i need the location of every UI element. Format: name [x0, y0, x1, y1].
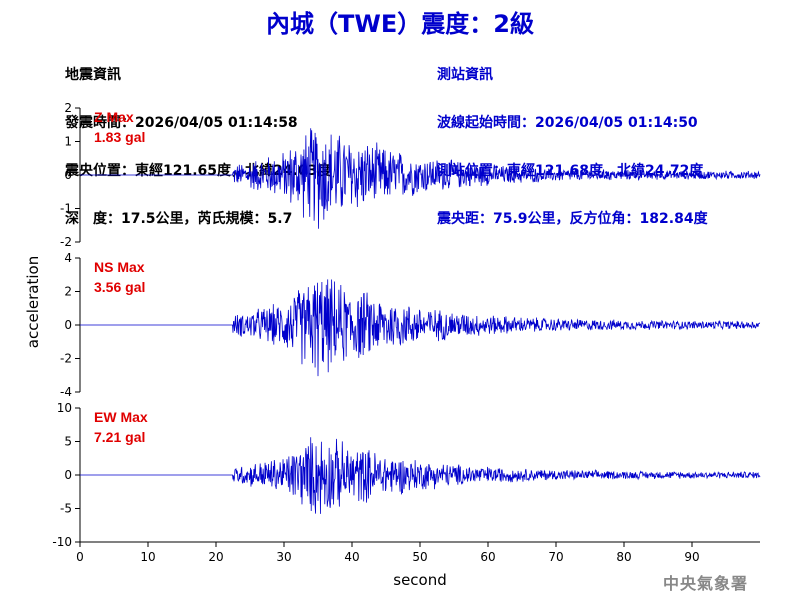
x-tick-label: 70: [548, 550, 563, 564]
onset-time: 波線起始時間：2026/04/05 01:14:50: [437, 115, 698, 131]
x-tick-label: 30: [276, 550, 291, 564]
y-tick-label: -2: [60, 352, 72, 366]
x-tick-label: 80: [616, 550, 631, 564]
station-info: 測站資訊 波線起始時間：2026/04/05 01:14:50 測站位置：東經1…: [437, 35, 708, 243]
y-axis-label: acceleration: [24, 256, 42, 348]
x-tick-label: 10: [140, 550, 155, 564]
x-tick-label: 50: [412, 550, 427, 564]
origin-time: 發震時間：2026/04/05 01:14:58: [65, 115, 298, 131]
waveform-trace: [80, 128, 761, 229]
y-tick-label: -4: [60, 385, 72, 399]
max-value: 3.56 gal: [94, 279, 145, 295]
max-label: Z Max: [94, 109, 134, 125]
x-tick-label: 0: [76, 550, 84, 564]
y-tick-label: 4: [64, 251, 72, 265]
depth-magnitude: 深 度：17.5公里，芮氏規模：5.7: [65, 211, 293, 227]
y-tick-label: 2: [64, 285, 72, 299]
y-tick-label: 10: [57, 401, 72, 415]
waveform-trace: [80, 279, 761, 377]
x-tick-label: 90: [684, 550, 699, 564]
max-label: EW Max: [94, 409, 148, 425]
y-tick-label: -10: [52, 535, 72, 549]
quake-info: 地震資訊 發震時間：2026/04/05 01:14:58 震央位置：東經121…: [65, 35, 331, 243]
x-tick-label: 20: [208, 550, 223, 564]
x-axis-label: second: [393, 571, 447, 589]
x-tick-label: 60: [480, 550, 495, 564]
y-tick-label: 0: [64, 468, 72, 482]
station-info-heading: 測站資訊: [437, 67, 493, 83]
chart-title: 內城（TWE）震度：2級: [266, 10, 534, 38]
max-value: 7.21 gal: [94, 429, 145, 445]
y-tick-label: 5: [64, 435, 72, 449]
epicentral-distance: 震央距：75.9公里，反方位角：182.84度: [437, 211, 708, 227]
y-tick-label: 0: [64, 168, 72, 182]
max-value: 1.83 gal: [94, 129, 145, 145]
quake-info-heading: 地震資訊: [65, 67, 121, 83]
y-tick-label: 2: [64, 101, 72, 115]
agency-credit: 中央氣象署: [662, 574, 748, 593]
x-tick-label: 40: [344, 550, 359, 564]
y-tick-label: 0: [64, 318, 72, 332]
max-label: NS Max: [94, 259, 145, 275]
waveform-trace: [80, 437, 761, 514]
y-tick-label: -1: [60, 202, 72, 216]
y-tick-label: -2: [60, 235, 72, 249]
y-tick-label: 1: [64, 135, 72, 149]
y-tick-label: -5: [60, 502, 72, 516]
